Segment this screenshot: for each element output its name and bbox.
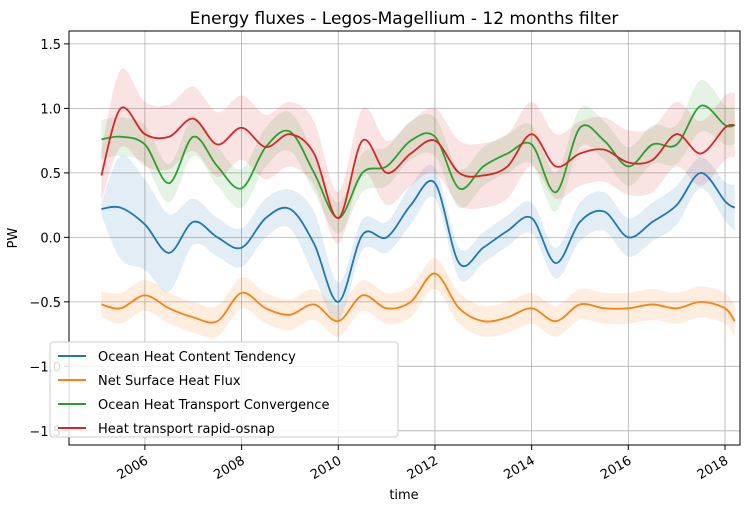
legend-label: Ocean Heat Content Tendency	[98, 350, 296, 365]
x-axis-label: time	[389, 488, 418, 503]
plot-frame	[68, 30, 741, 446]
chart-title: Energy fluxes - Legos-Magellium - 12 mon…	[190, 9, 619, 29]
x-tick-label: 2006	[115, 453, 151, 483]
y-tick-label: 0.0	[40, 231, 61, 246]
legend-label: Heat transport rapid-osnap	[98, 422, 275, 437]
uncertainty-band	[101, 155, 735, 322]
y-axis-label: PW	[6, 228, 21, 249]
uncertainty-band	[101, 68, 735, 244]
series-line	[101, 272, 736, 324]
x-tick-label: 2010	[308, 453, 344, 483]
uncertainty-band	[101, 79, 735, 234]
y-tick-label: 1.0	[40, 102, 61, 117]
legend-box	[49, 341, 399, 438]
y-tick-label: 0.5	[40, 167, 61, 182]
y-tick-label: −0.5	[29, 296, 61, 311]
x-tick-label: 2018	[695, 453, 731, 483]
x-tick-label: 2012	[405, 453, 441, 483]
y-tick-label: 1.5	[40, 38, 61, 53]
x-tick-label: 2008	[211, 453, 247, 483]
x-tick-label: 2016	[598, 453, 634, 483]
series-line	[101, 171, 736, 303]
uncertainty-band	[101, 257, 735, 339]
legend-label: Ocean Heat Transport Convergence	[98, 398, 330, 413]
series-line	[100, 106, 735, 219]
legend-label: Net Surface Heat Flux	[98, 374, 241, 389]
x-tick-label: 2014	[501, 453, 537, 483]
series-line	[101, 104, 735, 219]
